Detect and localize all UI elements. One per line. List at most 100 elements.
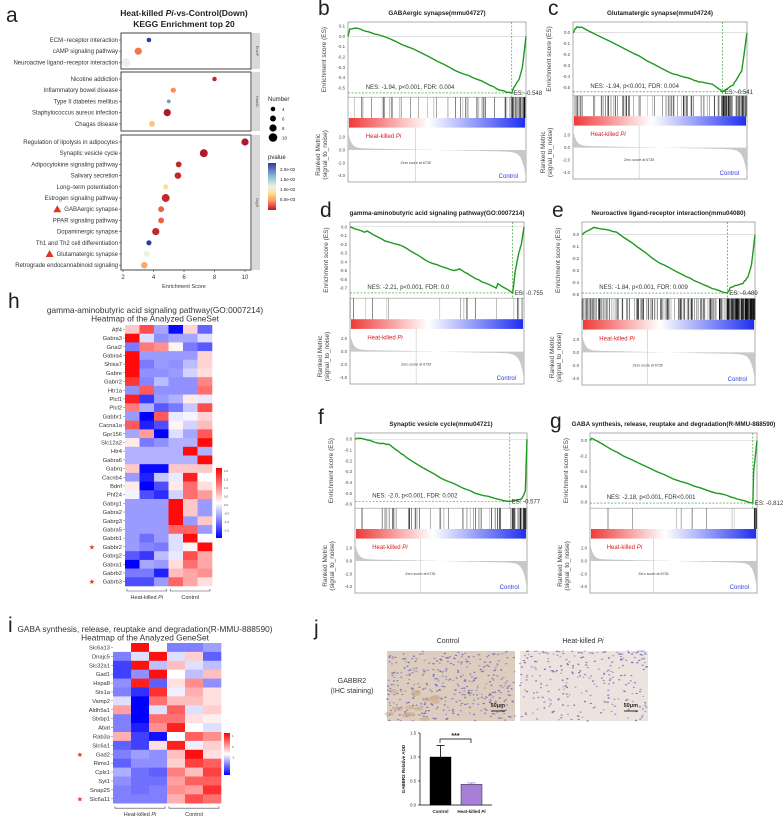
column-label-control: Control — [437, 638, 460, 645]
gsea-frame — [347, 21, 527, 183]
cell-nucleus — [427, 710, 430, 712]
gene-label: Syt1 — [98, 779, 110, 785]
cell-nucleus — [392, 702, 395, 704]
es-tick-label: 0.0 — [564, 30, 571, 35]
gene-label: Stxbp1 — [92, 717, 110, 723]
heatmap-cell — [113, 705, 132, 715]
cell-nucleus — [485, 683, 488, 685]
heatmap-cell — [197, 438, 213, 448]
cell-nucleus — [438, 689, 441, 691]
cell-nucleus — [393, 671, 396, 674]
cell-nucleus — [457, 651, 460, 654]
es-tick-label: -0.2 — [345, 458, 353, 463]
cell-nucleus — [446, 717, 449, 720]
cell-nucleus — [456, 683, 459, 685]
cell-nucleus — [614, 713, 617, 715]
data-point — [175, 161, 182, 168]
heatmap-cell — [185, 732, 204, 742]
cell-nucleus — [435, 660, 439, 662]
cell-nucleus — [526, 674, 529, 677]
zero-score-text: Zero score at 6735 — [401, 161, 431, 165]
cell-nucleus — [426, 669, 429, 672]
heatmap-cell — [203, 651, 222, 662]
cell-nucleus — [421, 653, 424, 655]
cell-nucleus — [496, 711, 499, 713]
heatmap-cell — [183, 446, 198, 456]
cell-nucleus — [602, 709, 605, 711]
cell-nucleus — [478, 665, 481, 667]
cell-nucleus — [607, 657, 611, 659]
gsea-panel-d: d gamma-aminobutyric acid signaling pathw… — [317, 199, 544, 385]
cell-nucleus — [503, 700, 506, 703]
heatmap-cell — [139, 577, 155, 587]
heatmap-cell — [125, 403, 140, 413]
cell-nucleus — [487, 674, 490, 677]
group-bracket — [170, 589, 211, 592]
y-axis-label: GABBR2 Relative AOD — [401, 744, 406, 793]
heatmap-cell — [197, 368, 213, 378]
cell-nucleus — [448, 709, 451, 712]
cell-nucleus — [533, 666, 536, 668]
heatmap-cell — [203, 749, 222, 759]
zero-score-text: Zero score at 6735 — [401, 363, 431, 367]
heatmap-cell — [167, 687, 186, 697]
heatmap-cell — [154, 377, 169, 387]
cell-nucleus — [576, 715, 580, 717]
cell-nucleus — [412, 697, 415, 699]
nes-stats-text: NES: -2.0, p<0.001, FDR: 0.002 — [372, 494, 458, 500]
cell-nucleus — [500, 678, 503, 680]
heatmap-cell — [125, 507, 140, 517]
cell-nucleus — [523, 662, 527, 664]
heatmap-cell — [197, 359, 213, 369]
red-star-icon: ★ — [77, 795, 83, 803]
cell-nucleus — [441, 675, 444, 677]
heatmap-cell — [183, 568, 198, 578]
cell-nucleus — [458, 691, 461, 694]
heatmap-cell — [197, 351, 213, 361]
cell-nucleus — [463, 694, 466, 696]
negative-group-label: Control — [728, 377, 747, 383]
data-point — [121, 58, 131, 67]
ihc-background — [520, 651, 648, 721]
cell-nucleus — [423, 715, 426, 718]
heatmap-cell — [167, 660, 186, 670]
significance-label: *** — [451, 733, 459, 740]
heatmap-cell — [154, 481, 169, 491]
chart-title: Heat-killed Pi-vs-Control(Down) — [120, 8, 248, 18]
rank-tick-label: -4.0 — [563, 170, 571, 175]
cell-nucleus — [643, 652, 646, 654]
gsea-panel-b: b GABAergic synapse(mmu04727) 0.1 0.0 -0.1 -0… — [315, 0, 543, 183]
group-label-treated-part: Heat-killed — [131, 595, 159, 601]
cell-nucleus — [431, 704, 434, 706]
cell-nucleus — [436, 678, 439, 680]
heatmap-cell — [183, 394, 198, 404]
term-label: Neuroactive ligand−receptor interaction — [13, 60, 118, 66]
heatmap-cell — [113, 740, 132, 751]
cell-nucleus — [582, 676, 585, 678]
cell-nucleus — [420, 703, 423, 705]
cell-nucleus — [488, 694, 491, 696]
rank-gradient-bar — [351, 319, 523, 329]
cell-nucleus — [413, 669, 416, 672]
cell-nucleus — [445, 676, 448, 678]
cell-nucleus — [487, 654, 490, 656]
cell-nucleus — [550, 670, 553, 672]
es-tick-label: -0.4 — [340, 259, 348, 264]
cell-nucleus — [387, 679, 390, 681]
heatmap-cell — [154, 507, 169, 517]
cell-nucleus — [583, 700, 587, 703]
heatmap-cell — [167, 794, 186, 804]
cell-nucleus — [400, 690, 403, 692]
gene-label: Cacna1a — [99, 423, 123, 429]
heatmap-cell — [125, 385, 140, 395]
heatmap-cell — [131, 705, 150, 715]
term-label: Glutamatergic synapse — [57, 252, 119, 258]
heatmap-h: h gamma-aminobutyric acid signaling pathw… — [8, 290, 263, 601]
cell-nucleus — [428, 662, 431, 664]
cell-nucleus — [541, 696, 544, 699]
cell-nucleus — [386, 698, 389, 700]
colorbar-label: 2.0 — [224, 469, 229, 473]
cell-nucleus — [625, 659, 628, 661]
cell-nucleus — [461, 653, 464, 656]
data-point — [141, 261, 148, 269]
